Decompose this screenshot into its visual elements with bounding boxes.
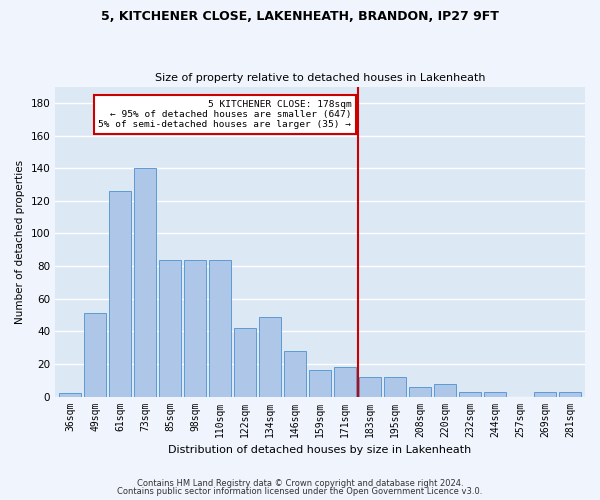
Bar <box>559 392 581 396</box>
Bar <box>409 387 431 396</box>
Bar <box>134 168 157 396</box>
Bar <box>234 328 256 396</box>
Bar <box>159 260 181 396</box>
Bar <box>334 367 356 396</box>
Bar <box>84 314 106 396</box>
Bar <box>359 377 382 396</box>
Bar <box>459 392 481 396</box>
Bar <box>484 392 506 396</box>
Bar <box>109 191 131 396</box>
Bar <box>209 260 232 396</box>
Bar <box>184 260 206 396</box>
Bar <box>59 394 82 396</box>
Y-axis label: Number of detached properties: Number of detached properties <box>15 160 25 324</box>
Bar <box>534 392 556 396</box>
Text: Contains HM Land Registry data © Crown copyright and database right 2024.: Contains HM Land Registry data © Crown c… <box>137 478 463 488</box>
Bar <box>384 377 406 396</box>
X-axis label: Distribution of detached houses by size in Lakenheath: Distribution of detached houses by size … <box>169 445 472 455</box>
Text: 5, KITCHENER CLOSE, LAKENHEATH, BRANDON, IP27 9FT: 5, KITCHENER CLOSE, LAKENHEATH, BRANDON,… <box>101 10 499 23</box>
Text: 5 KITCHENER CLOSE: 178sqm
← 95% of detached houses are smaller (647)
5% of semi-: 5 KITCHENER CLOSE: 178sqm ← 95% of detac… <box>98 100 352 130</box>
Bar <box>284 351 307 397</box>
Bar <box>259 316 281 396</box>
Title: Size of property relative to detached houses in Lakenheath: Size of property relative to detached ho… <box>155 73 485 83</box>
Bar <box>309 370 331 396</box>
Bar <box>434 384 456 396</box>
Text: Contains public sector information licensed under the Open Government Licence v3: Contains public sector information licen… <box>118 487 482 496</box>
